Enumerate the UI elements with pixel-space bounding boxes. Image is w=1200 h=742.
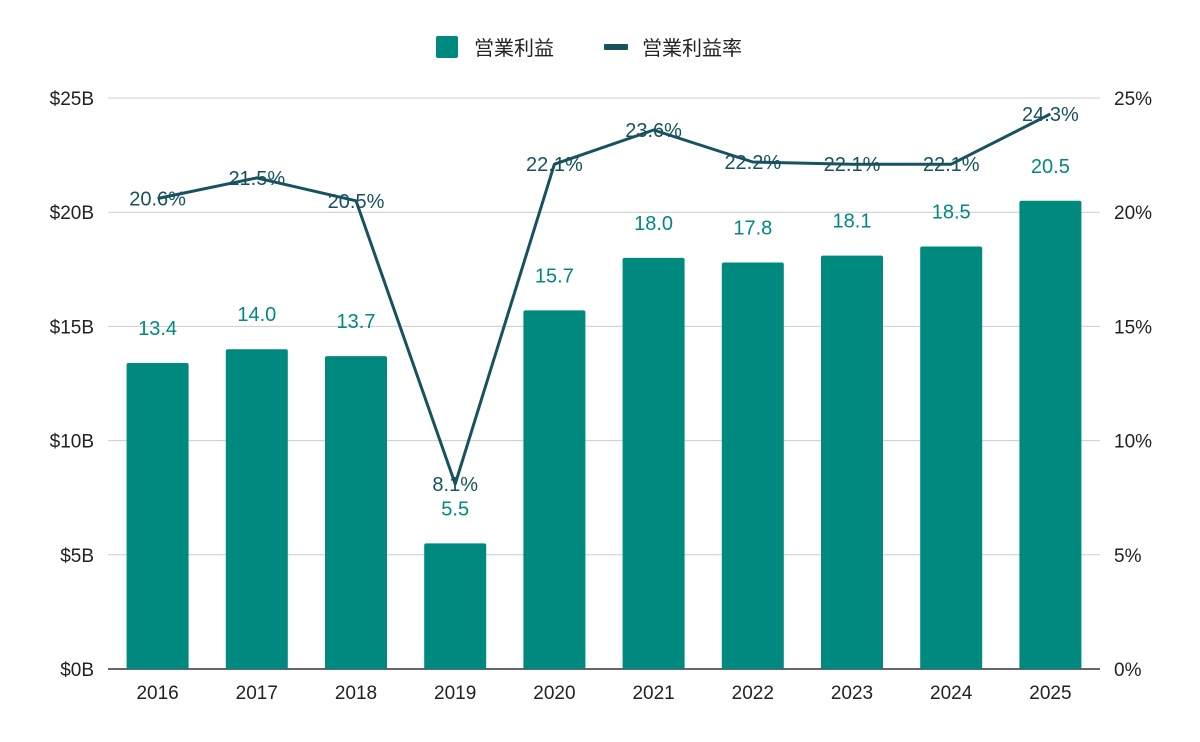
line-series xyxy=(157,112,1052,486)
bar-data-labels: 13.4 14.0 13.7 5.5 15.7 18.0 17.8 18.1 18.5 20.5 xyxy=(138,156,1070,521)
bar xyxy=(721,262,784,669)
bar-value-label: 17.8 xyxy=(733,217,772,239)
legend-swatch-bar xyxy=(436,36,458,58)
x-tick-label: 2019 xyxy=(434,683,476,704)
legend: 営業利益 営業利益率 xyxy=(436,36,742,60)
bar-value-label: 5.5 xyxy=(441,498,469,520)
x-tick-label: 2023 xyxy=(831,683,873,704)
bar-value-label: 14.0 xyxy=(237,304,276,326)
bar-value-label: 18.0 xyxy=(634,213,673,235)
bar-value-label: 20.5 xyxy=(1031,156,1070,178)
right-tick-label: 5% xyxy=(1114,546,1142,567)
left-tick-label: $20B xyxy=(50,203,94,224)
bar xyxy=(523,310,586,669)
line-value-label: 22.1% xyxy=(526,154,583,176)
bar-value-label: 13.7 xyxy=(337,311,376,333)
line-value-label: 22.1% xyxy=(923,154,980,176)
left-axis: $0B $5B $10B $15B $20B $25B xyxy=(50,89,94,681)
line-value-label: 22.2% xyxy=(724,152,781,174)
bar-value-label: 13.4 xyxy=(138,318,177,340)
x-tick-label: 2020 xyxy=(533,683,575,704)
bar-value-label: 18.1 xyxy=(833,211,872,233)
bar xyxy=(920,246,983,669)
bar xyxy=(821,255,883,669)
bar-value-label: 15.7 xyxy=(535,265,574,287)
left-tick-label: $25B xyxy=(50,89,94,110)
bar-series xyxy=(126,200,1082,669)
bar xyxy=(325,356,387,669)
bar xyxy=(225,349,288,669)
right-tick-label: 20% xyxy=(1114,203,1152,224)
line-data-labels: 20.6% 21.5% 20.5% 8.1% 22.1% 23.6% 22.2% 22.1% 2… xyxy=(129,104,1079,496)
right-tick-label: 0% xyxy=(1114,660,1142,681)
right-tick-label: 25% xyxy=(1114,89,1152,110)
bar xyxy=(424,543,487,669)
x-tick-label: 2018 xyxy=(335,683,377,704)
x-tick-label: 2021 xyxy=(632,683,674,704)
margin-line xyxy=(157,112,1052,486)
line-value-label: 20.6% xyxy=(129,188,186,210)
line-value-label: 8.1% xyxy=(432,474,478,496)
line-value-label: 20.5% xyxy=(328,191,385,213)
left-tick-label: $0B xyxy=(60,660,94,681)
line-value-label: 21.5% xyxy=(228,168,285,190)
x-tick-label: 2022 xyxy=(732,683,774,704)
x-tick-label: 2016 xyxy=(136,683,178,704)
x-axis: 2016 2017 2018 2019 2020 2021 2022 2023 2024 2025 xyxy=(136,683,1071,704)
x-tick-label: 2017 xyxy=(236,683,278,704)
bar xyxy=(126,362,189,669)
bar xyxy=(622,257,685,669)
line-value-label: 23.6% xyxy=(625,120,682,142)
line-value-label: 22.1% xyxy=(824,154,881,176)
bar xyxy=(1019,200,1082,669)
left-tick-label: $10B xyxy=(50,432,94,453)
legend-swatch-line xyxy=(604,44,628,50)
left-tick-label: $15B xyxy=(50,317,94,338)
x-tick-label: 2025 xyxy=(1029,683,1071,704)
right-tick-label: 10% xyxy=(1114,432,1152,453)
left-tick-label: $5B xyxy=(60,546,94,567)
right-tick-label: 15% xyxy=(1114,317,1152,338)
x-tick-label: 2024 xyxy=(930,683,973,704)
legend-label: 営業利益率 xyxy=(642,37,742,60)
bar-value-label: 18.5 xyxy=(932,201,971,223)
right-axis: 0% 5% 10% 15% 20% 25% xyxy=(1114,89,1152,681)
line-value-label: 24.3% xyxy=(1022,104,1079,126)
legend-label: 営業利益 xyxy=(474,37,554,60)
